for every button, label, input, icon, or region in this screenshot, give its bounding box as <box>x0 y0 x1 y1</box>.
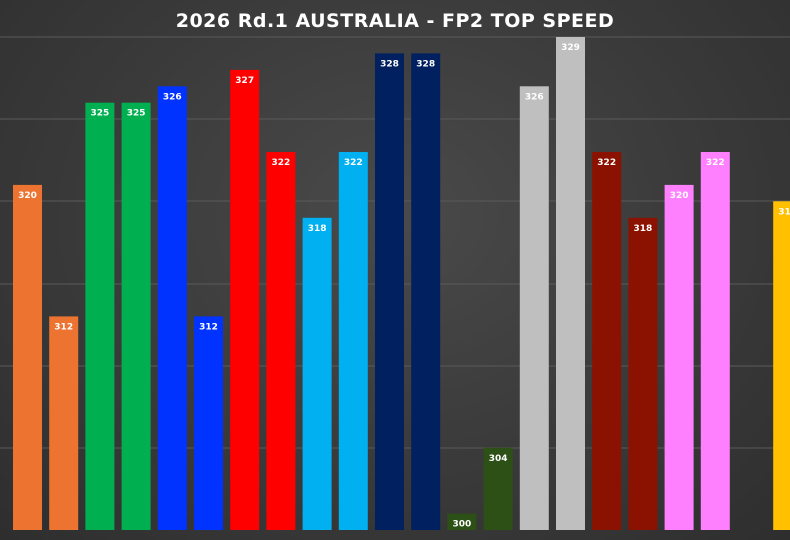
bar-4 <box>157 86 187 531</box>
bar-value-label-12: 300 <box>453 520 472 530</box>
bar-value-label-9: 322 <box>344 158 363 168</box>
bar-value-label-6: 327 <box>235 76 254 86</box>
bars <box>13 37 790 531</box>
bar-12 <box>447 513 477 530</box>
bar-13 <box>483 447 513 530</box>
bar-value-label-19: 322 <box>706 158 725 168</box>
bar-18 <box>664 184 694 530</box>
bar-2 <box>85 102 115 530</box>
bar-value-label-5: 312 <box>199 322 218 332</box>
bar-labels: 320 312 325 325 326 312 327 322 318 322 328 328 300 3… <box>18 43 790 530</box>
bar-17 <box>628 217 658 531</box>
bar-value-label-15: 329 <box>561 43 580 53</box>
bar-value-label-3: 325 <box>127 109 146 119</box>
bar-value-label-7: 322 <box>272 158 291 168</box>
bar-15 <box>556 37 585 530</box>
bar-10 <box>375 53 404 531</box>
bar-value-label-17: 318 <box>634 224 653 234</box>
bar-value-label-8: 318 <box>308 224 327 234</box>
bar-8 <box>302 217 332 531</box>
bar-value-label-14: 326 <box>525 92 544 102</box>
bar-value-label-1: 312 <box>54 322 73 332</box>
bar-19 <box>700 152 730 530</box>
bar-0 <box>13 184 42 530</box>
bar-value-label-16: 322 <box>597 158 616 168</box>
bar-14 <box>519 86 549 531</box>
bar-6 <box>230 69 260 531</box>
bar-1 <box>49 316 79 530</box>
bar-9 <box>338 152 368 530</box>
bar-value-label-4: 326 <box>163 92 182 102</box>
bar-3 <box>121 102 151 530</box>
bar-value-label-10: 328 <box>380 59 399 69</box>
bar-7 <box>266 152 296 530</box>
bar-value-label-13: 304 <box>489 454 508 464</box>
chart-title: 2026 Rd.1 AUSTRALIA - FP2 TOP SPEED <box>175 10 615 32</box>
bar-16 <box>592 152 622 530</box>
bar-21 <box>773 201 790 531</box>
bar-value-label-21: 319 <box>778 207 790 217</box>
bar-value-label-18: 320 <box>670 191 689 201</box>
bar-5 <box>194 316 223 530</box>
bar-value-label-0: 320 <box>18 191 37 201</box>
bar-11 <box>411 53 441 531</box>
bar-value-label-2: 325 <box>91 109 110 119</box>
bar-value-label-11: 328 <box>416 59 435 69</box>
